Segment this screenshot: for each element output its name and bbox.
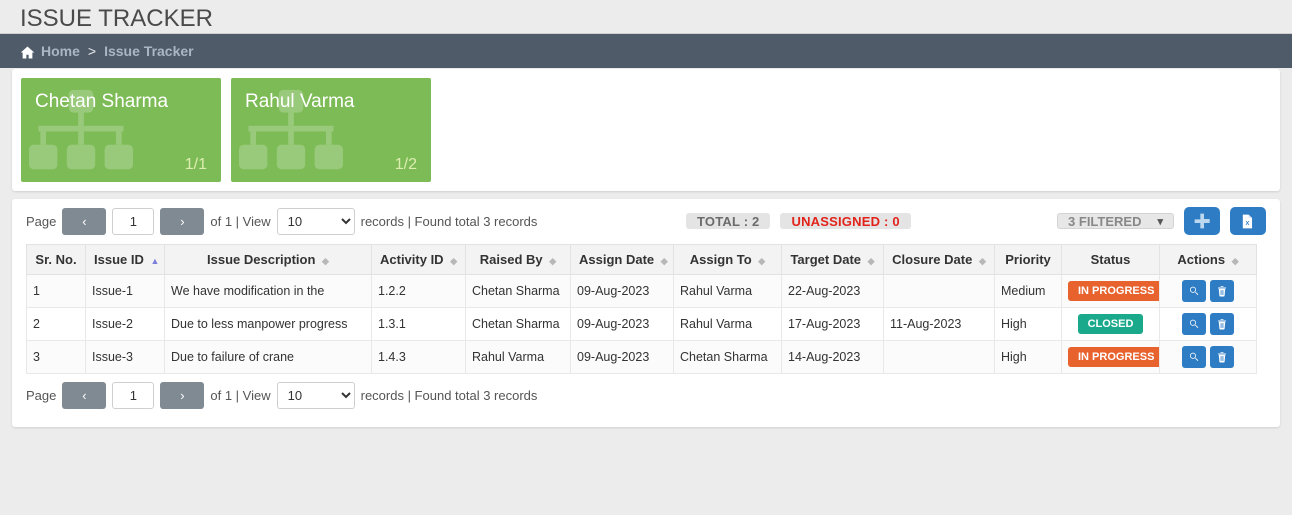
- svg-text:X: X: [1246, 220, 1250, 226]
